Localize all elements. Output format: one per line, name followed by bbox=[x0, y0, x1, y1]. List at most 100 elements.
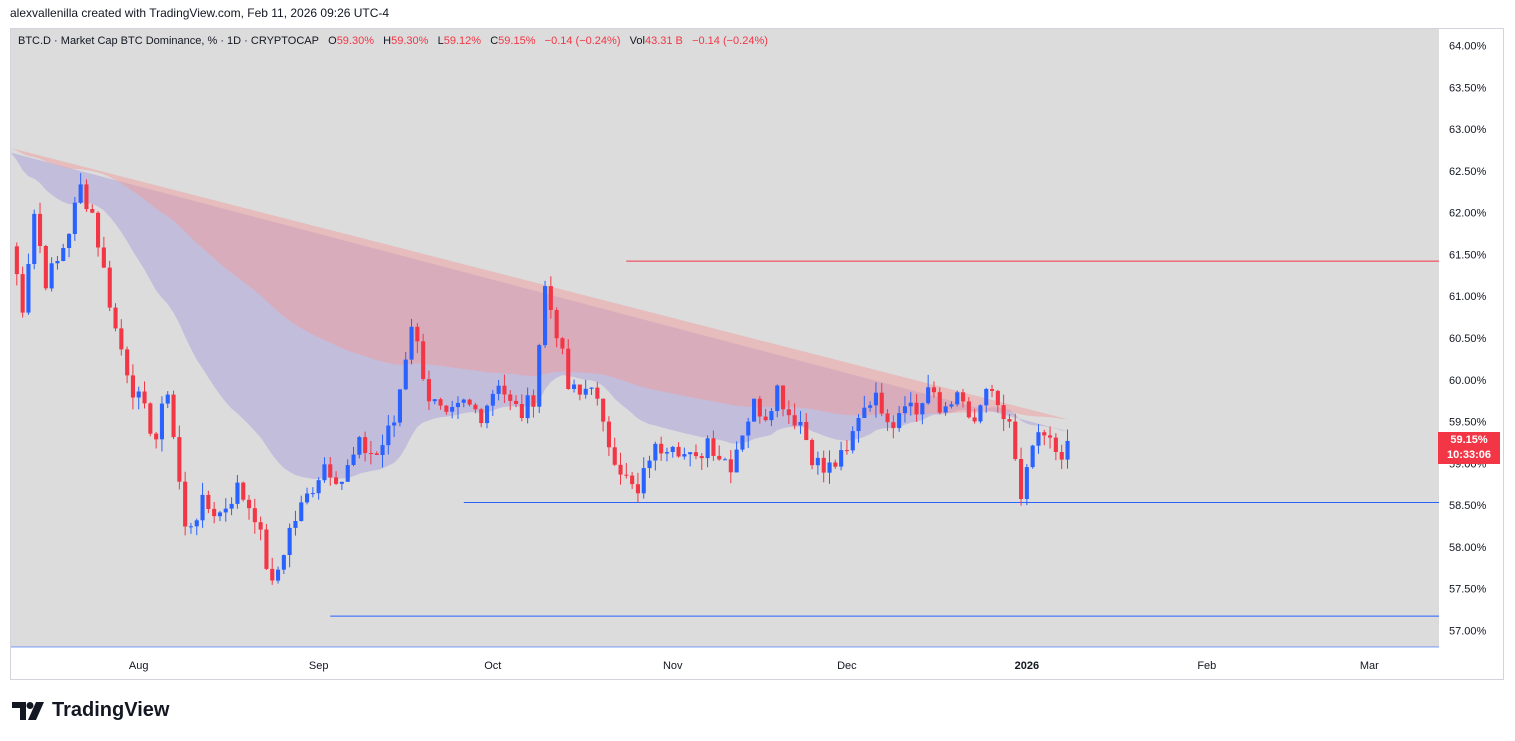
candle-body bbox=[72, 202, 77, 234]
candle-body bbox=[798, 422, 803, 426]
candle-body bbox=[368, 453, 373, 454]
candle-body bbox=[786, 409, 791, 416]
price-tick-label: 61.50% bbox=[1449, 249, 1487, 261]
candle-body bbox=[723, 459, 728, 461]
candle-body bbox=[455, 402, 460, 408]
legend-close-label: C bbox=[490, 35, 499, 47]
candle-body bbox=[688, 452, 693, 455]
candle-body bbox=[601, 398, 606, 422]
candle-body bbox=[61, 248, 66, 261]
candle-body bbox=[490, 393, 495, 406]
time-tick-label: 2026 bbox=[1015, 660, 1039, 672]
candle-body bbox=[711, 438, 716, 456]
candle-body bbox=[194, 520, 199, 527]
candle-body bbox=[1030, 445, 1035, 468]
candle-body bbox=[397, 389, 402, 423]
candle-body bbox=[612, 447, 617, 465]
candle-body bbox=[14, 246, 19, 275]
time-tick-label: Sep bbox=[309, 660, 329, 672]
candle-body bbox=[322, 464, 327, 481]
candle-body bbox=[984, 389, 989, 406]
candle-body bbox=[432, 399, 437, 402]
candle-body bbox=[229, 503, 234, 509]
symbol-legend: BTC.D · Market Cap BTC Dominance, % · 1D… bbox=[18, 35, 768, 47]
candle-body bbox=[891, 422, 896, 429]
candle-body bbox=[1036, 432, 1041, 446]
candle-body bbox=[461, 399, 466, 403]
candle-body bbox=[740, 435, 745, 450]
candle-body bbox=[473, 404, 478, 410]
candle-body bbox=[659, 443, 664, 454]
candle-body bbox=[885, 413, 890, 423]
candle-body bbox=[781, 385, 786, 410]
candle-body bbox=[868, 405, 873, 408]
candle-body bbox=[647, 460, 652, 469]
candle-body bbox=[531, 395, 536, 407]
candle-body bbox=[519, 404, 524, 418]
candle-body bbox=[595, 387, 600, 399]
candle-body bbox=[577, 384, 582, 395]
candle-body bbox=[728, 459, 733, 473]
last-price-badge: 59.15% 10:33:06 bbox=[1438, 432, 1500, 464]
candle-body bbox=[26, 264, 31, 313]
time-axis: Aug Sep Oct Nov Dec 2026 Feb Mar bbox=[129, 660, 1379, 672]
candle-body bbox=[508, 394, 513, 401]
legend-high-label: H bbox=[383, 35, 392, 47]
price-tick-label: 64.00% bbox=[1449, 41, 1487, 53]
candle-body bbox=[757, 398, 762, 417]
candle-body bbox=[252, 508, 257, 523]
candle-body bbox=[746, 421, 751, 436]
candle-body bbox=[1019, 459, 1024, 499]
candle-body bbox=[188, 526, 193, 528]
candle-body bbox=[606, 421, 611, 448]
candle-body bbox=[554, 310, 559, 339]
candle-body bbox=[670, 446, 675, 452]
candle-body bbox=[235, 482, 240, 504]
candle-body bbox=[804, 422, 809, 440]
candle-body bbox=[316, 480, 321, 494]
candle-body bbox=[183, 481, 188, 527]
tradingview-logo[interactable]: TradingView bbox=[12, 699, 169, 722]
candle-body bbox=[618, 464, 623, 475]
candle-body bbox=[664, 452, 669, 454]
candle-body bbox=[908, 402, 913, 407]
candle-body bbox=[415, 326, 420, 342]
candle-body bbox=[55, 261, 60, 264]
candle-body bbox=[270, 568, 275, 581]
candle-body bbox=[357, 437, 362, 455]
candle-body bbox=[815, 457, 820, 466]
candle-body bbox=[682, 454, 687, 457]
candle-body bbox=[159, 403, 164, 440]
candle-body bbox=[862, 407, 867, 418]
ma-bands bbox=[11, 148, 1068, 479]
candle-body bbox=[38, 213, 43, 246]
chart-attribution: alexvallenilla created with TradingView.… bbox=[10, 6, 390, 20]
candle-body bbox=[734, 449, 739, 473]
price-tick-label: 57.50% bbox=[1449, 584, 1487, 596]
candle-body bbox=[1053, 437, 1058, 452]
price-tick-label: 63.00% bbox=[1449, 124, 1487, 136]
candle-body bbox=[496, 385, 501, 394]
candle-body bbox=[206, 494, 211, 509]
candle-body bbox=[136, 391, 141, 398]
price-tick-label: 58.00% bbox=[1449, 542, 1487, 554]
candle-body bbox=[961, 392, 966, 402]
legend-open-label: O bbox=[328, 35, 337, 47]
candle-body bbox=[931, 387, 936, 393]
legend-symbol[interactable]: BTC.D · Market Cap BTC Dominance, % · 1D… bbox=[18, 35, 319, 47]
candle-body bbox=[148, 403, 153, 434]
chart-frame[interactable]: 64.00% 63.50% 63.00% 62.50% 62.00% 61.50% 61.0… bbox=[10, 28, 1504, 680]
time-tick-label: Mar bbox=[1360, 660, 1379, 672]
legend-low-value: 59.12% bbox=[443, 35, 482, 47]
candle-body bbox=[844, 450, 849, 452]
candle-body bbox=[392, 422, 397, 426]
candle-body bbox=[990, 389, 995, 391]
candle-body bbox=[450, 407, 455, 412]
price-axis: 64.00% 63.50% 63.00% 62.50% 62.00% 61.50% 61.0… bbox=[1449, 41, 1487, 638]
candle-body bbox=[276, 569, 281, 581]
candle-body bbox=[467, 399, 472, 405]
candle-body bbox=[902, 406, 907, 414]
candle-body bbox=[32, 213, 37, 264]
price-chart[interactable]: 64.00% 63.50% 63.00% 62.50% 62.00% 61.50% 61.0… bbox=[11, 29, 1505, 681]
candle-body bbox=[537, 345, 542, 407]
